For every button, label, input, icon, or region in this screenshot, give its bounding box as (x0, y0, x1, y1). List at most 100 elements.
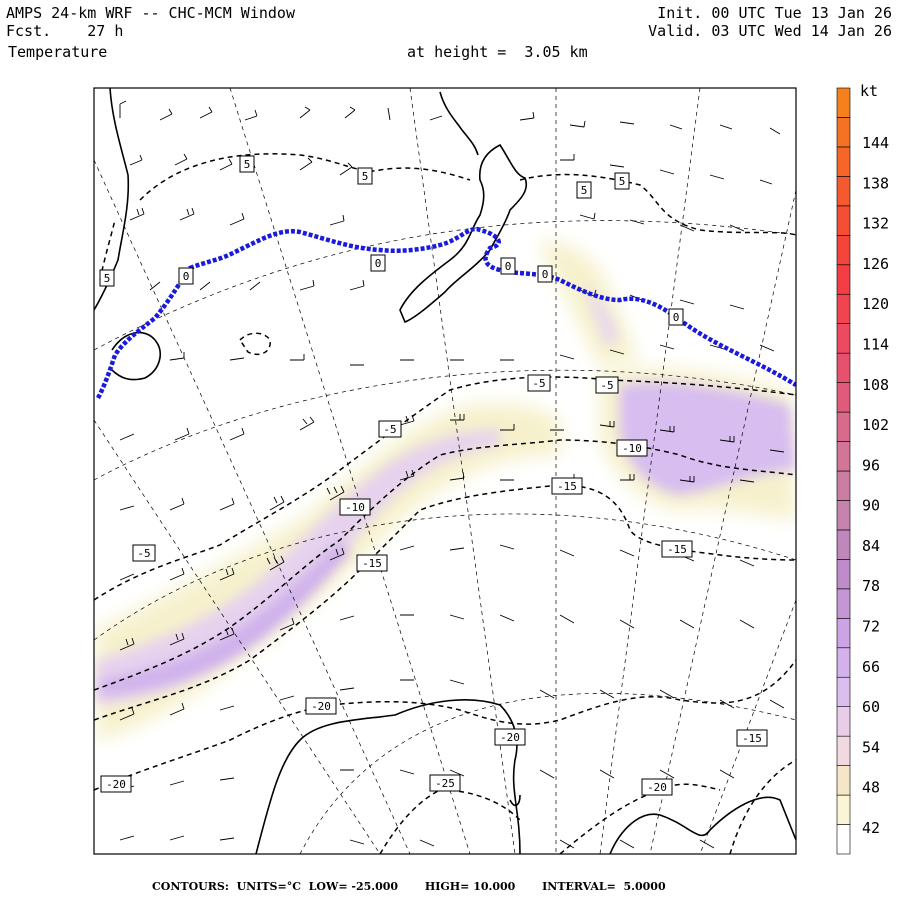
colorbar-tick-label: 48 (862, 779, 880, 797)
svg-text:-20: -20 (647, 781, 667, 794)
contour-info: CONTOURS: UNITS=°C LOW= -25.000 HIGH= 10… (152, 880, 666, 893)
colorbar-tick-label: 126 (862, 255, 889, 273)
coastlines (94, 88, 796, 854)
svg-text:-15: -15 (557, 480, 577, 493)
contour-label: -15 (356, 554, 388, 572)
svg-text:-5: -5 (383, 423, 396, 436)
high-value: HIGH= 10.000 (424, 880, 516, 893)
colorbar-cell (836, 382, 851, 413)
svg-text:-15: -15 (742, 732, 762, 745)
contour-label: -15 (736, 729, 768, 747)
contour-label: 0 (370, 254, 386, 272)
svg-text:0: 0 (183, 270, 190, 283)
colorbar-cell (836, 441, 851, 472)
svg-text:-20: -20 (500, 731, 520, 744)
contour-label: 0 (668, 308, 684, 326)
colorbar-tick-label: 84 (862, 537, 880, 555)
colorbar-tick-label: 138 (862, 174, 889, 192)
contours-label: CONTOURS: (152, 880, 229, 893)
colorbar-cell (836, 588, 851, 619)
svg-text:0: 0 (505, 260, 512, 273)
graticule (94, 88, 796, 854)
colorbar-tick-label: 90 (862, 497, 880, 515)
colorbar-cell (836, 176, 851, 207)
low-value: LOW= -25.000 (308, 880, 399, 893)
colorbar-tick-label: 60 (862, 698, 880, 716)
valid-time: Valid. 03 UTC Wed 14 Jan 26 (648, 22, 892, 40)
units-text: UNITS=°C (236, 880, 301, 893)
contour-label: -5 (527, 374, 551, 392)
colorbar-labels: 144 138 132 126 120 114 108 102 96 90 84 78 72 66 60 54… (862, 134, 889, 837)
contour-label: -20 (305, 697, 337, 715)
contour-label: -20 (494, 728, 526, 746)
colorbar-tick-label: 120 (862, 295, 889, 313)
colorbar-cell (836, 235, 851, 266)
contour-label: 5 (614, 172, 630, 190)
colorbar-cell (836, 647, 851, 678)
init-time: Init. 00 UTC Tue 13 Jan 26 (657, 4, 892, 22)
svg-text:-10: -10 (622, 442, 642, 455)
map-frame (93, 87, 797, 855)
svg-text:-20: -20 (106, 778, 126, 791)
svg-text:0: 0 (375, 257, 382, 270)
svg-text:0: 0 (673, 311, 680, 324)
colorbar-cell (836, 676, 851, 707)
colorbar-cell (836, 794, 851, 825)
contour-label: -5 (378, 420, 402, 438)
colorbar-tick-label: 78 (862, 577, 880, 595)
wind-barbs (119, 100, 785, 849)
wind-speed-shading (96, 240, 796, 740)
svg-text:5: 5 (619, 175, 626, 188)
colorbar-cell (836, 205, 851, 236)
field-name: Temperature (8, 43, 108, 61)
colorbar-cell (836, 706, 851, 737)
contour-label: -5 (595, 376, 619, 394)
colorbar-cell (836, 323, 851, 354)
colorbar-cell (836, 735, 851, 766)
colorbar-tick-label: 132 (862, 215, 889, 233)
colorbar-cell (836, 264, 851, 295)
colorbar-tick-label: 102 (862, 416, 889, 434)
svg-text:-10: -10 (345, 501, 365, 514)
colorbar-cell (836, 824, 851, 855)
colorbar-cell (836, 87, 851, 118)
colorbar-tick-label: 42 (862, 819, 880, 837)
svg-text:-5: -5 (137, 547, 150, 560)
colorbar-cell (836, 500, 851, 531)
colorbar-cell (836, 117, 851, 148)
wind-speed-colorbar (836, 87, 851, 855)
contour-label: 5 (576, 181, 592, 199)
colorbar-tick-label: 96 (862, 456, 880, 474)
colorbar-tick-label: 72 (862, 618, 880, 636)
svg-text:-15: -15 (362, 557, 382, 570)
contour-label: 5 (239, 155, 255, 173)
height-level: at height = 3.05 km (407, 43, 588, 61)
colorbar-cell (836, 146, 851, 177)
contour-label: -15 (661, 540, 693, 558)
svg-text:5: 5 (104, 272, 111, 285)
colorbar-tick-label: 54 (862, 738, 880, 756)
svg-text:-5: -5 (600, 379, 613, 392)
zero-degree-contour (96, 226, 796, 400)
contour-label: 5 (357, 167, 373, 185)
colorbar-cell (836, 559, 851, 590)
forecast-label: Fcst. (6, 22, 52, 40)
colorbar-cell (836, 470, 851, 501)
colorbar-tick-label: 66 (862, 658, 880, 676)
colorbar-tick-label: 108 (862, 376, 889, 394)
contour-label-group: 5 5 5 5 5 0 0 0 0 0 -5 -5 -5 -5 -10 -10 … (99, 155, 768, 796)
svg-text:-5: -5 (532, 377, 545, 390)
product-title: AMPS 24-km WRF -- CHC-MCM Window (6, 4, 295, 22)
svg-text:0: 0 (542, 268, 549, 281)
contour-label: -15 (551, 477, 583, 495)
contour-label: -20 (100, 775, 132, 793)
colorbar-cell (836, 352, 851, 383)
colorbar-tick-label: 114 (862, 335, 889, 353)
svg-text:5: 5 (362, 170, 369, 183)
contour-label: -10 (339, 498, 371, 516)
forecast-value: 27 h (87, 22, 124, 40)
svg-text:5: 5 (581, 184, 588, 197)
svg-text:-25: -25 (435, 777, 455, 790)
svg-text:-20: -20 (311, 700, 331, 713)
